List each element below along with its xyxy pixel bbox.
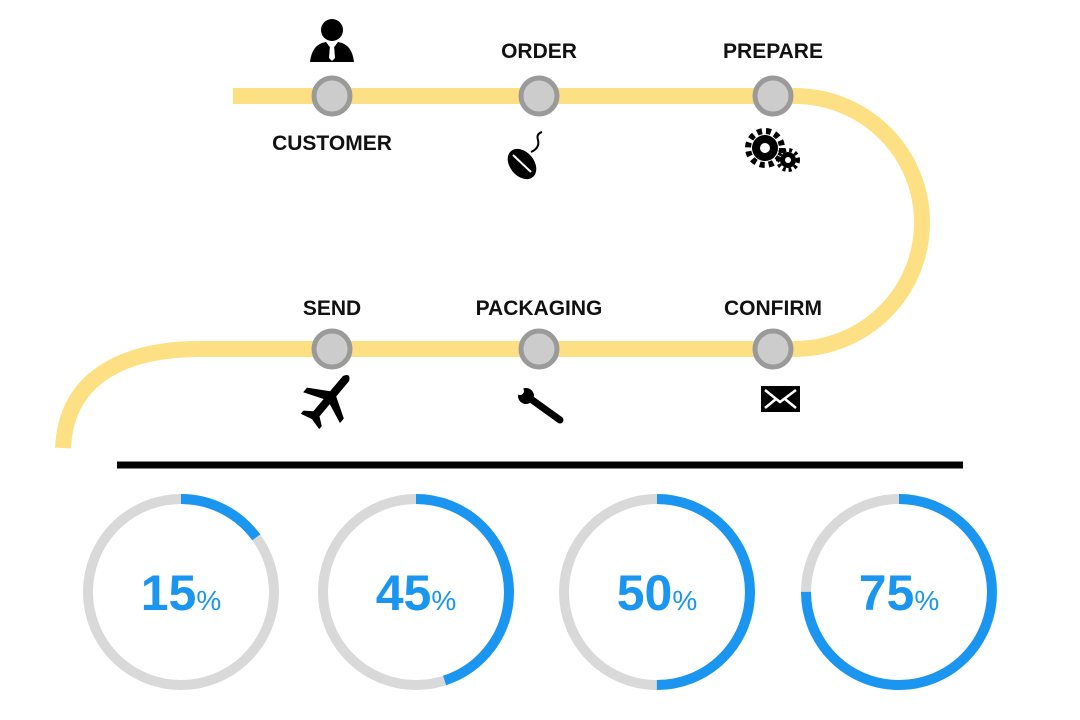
ring-text: 15% — [141, 565, 222, 621]
ring-unit: % — [914, 585, 939, 616]
gears-icon — [745, 128, 800, 172]
ring-text: 45% — [376, 565, 457, 621]
step-label: CONFIRM — [724, 297, 822, 320]
ring-progress — [318, 494, 514, 690]
plane-icon — [300, 374, 350, 430]
step-node — [518, 328, 560, 370]
step-node — [518, 75, 560, 117]
wrench-icon — [516, 387, 564, 424]
mouse-icon — [507, 131, 543, 180]
ring-value: 75 — [859, 565, 915, 621]
step-node — [311, 328, 353, 370]
step-node — [752, 75, 794, 117]
ring-progress — [83, 494, 279, 690]
ring-text: 75% — [859, 565, 940, 621]
step-label: CUSTOMER — [272, 132, 392, 155]
mail-icon — [761, 386, 800, 412]
ring-text: 50% — [617, 565, 698, 621]
ring-value: 50 — [617, 565, 673, 621]
ring-value: 45 — [376, 565, 432, 621]
ring-progress — [801, 494, 997, 690]
ring-unit: % — [672, 585, 697, 616]
step-label: ORDER — [501, 40, 577, 63]
step-node — [311, 75, 353, 117]
step-label: PREPARE — [723, 40, 823, 63]
step-label: SEND — [303, 297, 361, 320]
step-label: PACKAGING — [476, 297, 603, 320]
ring-unit: % — [431, 585, 456, 616]
ring-progress — [559, 494, 755, 690]
step-node — [752, 328, 794, 370]
customer-icon — [310, 19, 354, 62]
ring-unit: % — [196, 585, 221, 616]
ring-value: 15 — [141, 565, 197, 621]
road — [55, 88, 930, 449]
